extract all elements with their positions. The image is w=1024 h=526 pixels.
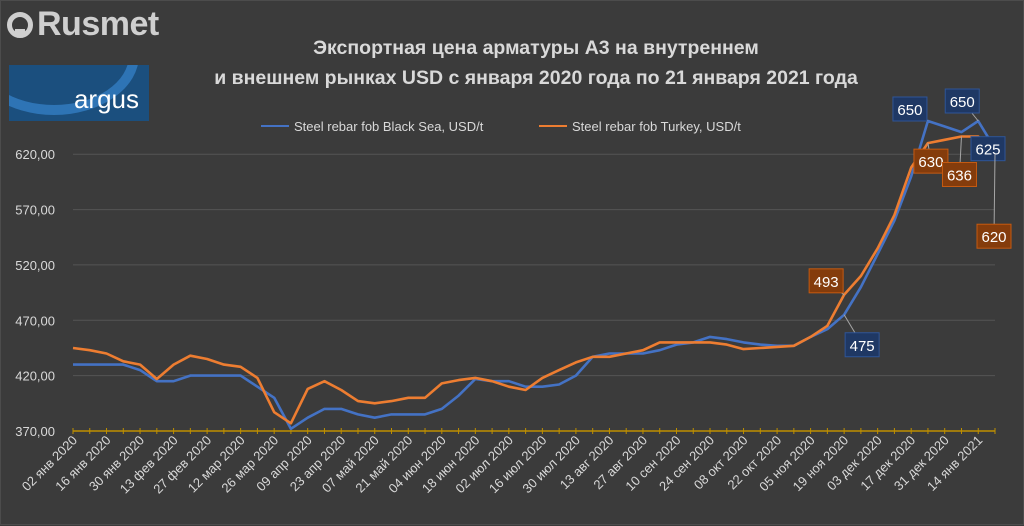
y-tick-label: 370,00 bbox=[15, 424, 55, 439]
data-label-box bbox=[808, 268, 844, 294]
chart-title-line1: Экспортная цена арматуры А3 на внутренне… bbox=[313, 37, 759, 59]
data-label-box bbox=[970, 136, 1006, 162]
series-line-2 bbox=[72, 135, 996, 425]
data-label: 625 bbox=[975, 142, 1000, 159]
data-label: 630 bbox=[918, 154, 943, 171]
data-label: 620 bbox=[981, 229, 1006, 246]
rusmet-logo-mark-icon bbox=[7, 11, 33, 38]
chart-title-line2: и внешнем рынках USD с января 2020 года … bbox=[214, 67, 858, 89]
rusmet-logo-text: Rusmet bbox=[37, 5, 159, 43]
data-label-box bbox=[976, 223, 1012, 249]
y-tick-label: 570,00 bbox=[15, 203, 55, 218]
data-label: 650 bbox=[897, 102, 922, 119]
argus-logo-text: argus bbox=[73, 84, 139, 114]
data-label: 650 bbox=[950, 94, 975, 111]
y-tick-label: 620,00 bbox=[15, 147, 55, 162]
data-label-box bbox=[844, 332, 880, 358]
data-label: 636 bbox=[947, 168, 972, 185]
y-tick-label: 470,00 bbox=[15, 313, 55, 328]
rusmet-logo: Rusmet bbox=[7, 5, 159, 44]
data-label-box bbox=[944, 88, 980, 114]
data-label-box bbox=[941, 162, 977, 187]
chart-title: Экспортная цена арматуры А3 на внутренне… bbox=[161, 33, 911, 93]
data-label: 493 bbox=[814, 274, 839, 291]
data-label-box bbox=[892, 96, 928, 122]
argus-logo: argus bbox=[9, 65, 149, 121]
y-tick-label: 520,00 bbox=[15, 258, 55, 273]
data-label: 475 bbox=[850, 338, 875, 355]
legend-label-1: Steel rebar fob Black Sea, USD/t bbox=[294, 119, 484, 134]
legend-label-2: Steel rebar fob Turkey, USD/t bbox=[572, 119, 741, 134]
series-line-1 bbox=[73, 119, 997, 431]
y-tick-label: 420,00 bbox=[15, 369, 55, 384]
data-label-leader bbox=[993, 154, 996, 237]
